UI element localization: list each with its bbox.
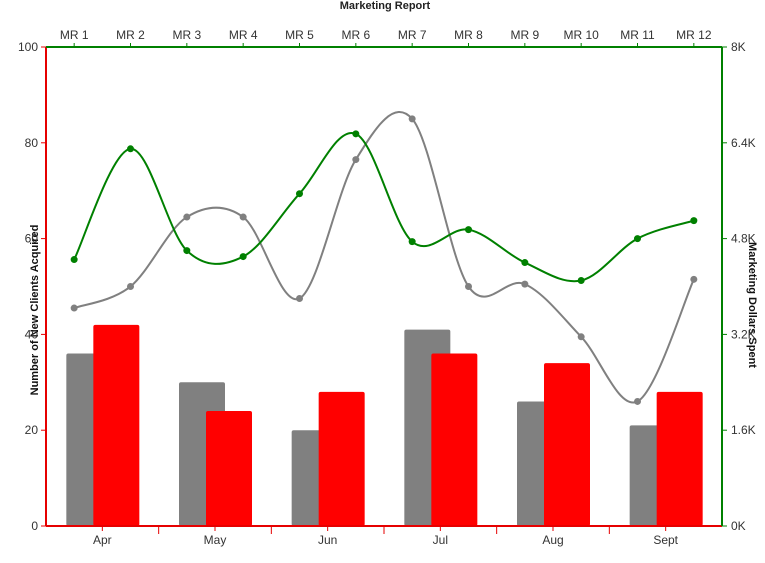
bar-2-apr — [93, 324, 140, 526]
line-1-point — [408, 115, 416, 123]
bars-layer — [66, 324, 703, 526]
x-tick-label-may: May — [204, 533, 227, 547]
top-tick-label: MR 9 — [510, 28, 539, 42]
line-series-1 — [73, 111, 695, 404]
top-tick-label: MR 1 — [60, 28, 89, 42]
line-1-point — [239, 213, 247, 221]
line-2-point — [70, 256, 78, 264]
right-tick-label: 6.4K — [731, 136, 756, 150]
top-tick-label: MR 3 — [172, 28, 201, 42]
bar-2-sept — [656, 391, 703, 526]
left-tick-label: 0 — [31, 519, 38, 533]
right-tick-label: 4.8K — [731, 232, 756, 246]
x-tick-label-sept: Sept — [653, 533, 678, 547]
x-tick-label-apr: Apr — [93, 533, 112, 547]
chart-title: Marketing Report — [340, 0, 431, 12]
line-1-point — [634, 397, 641, 405]
line-1-point — [521, 280, 529, 288]
right-tick-label: 8K — [731, 40, 746, 54]
bar-2-jun — [318, 391, 365, 526]
top-tick-label: MR 10 — [563, 28, 599, 42]
left-axis-title: Number of New Clients Acquired — [29, 225, 41, 396]
line-1-point — [690, 275, 698, 283]
right-axis-title: Marketing Dollars Spent — [746, 242, 758, 368]
left-tick-label: 60 — [25, 232, 39, 246]
left-tick-label: 100 — [18, 40, 38, 54]
right-tick-label: 0K — [731, 519, 746, 533]
line-2-point — [690, 217, 698, 225]
top-tick-label: MR 11 — [620, 28, 655, 42]
bar-2-may — [206, 411, 252, 526]
lines-layer — [70, 111, 698, 405]
line-2-point — [127, 145, 134, 153]
bar-2-jul — [431, 353, 478, 526]
line-2-point — [296, 190, 303, 198]
line-2-point — [352, 130, 360, 138]
top-tick-label: MR 2 — [116, 28, 145, 42]
line-1-point — [127, 283, 134, 290]
line-2-point — [239, 253, 247, 261]
line-1-point — [577, 333, 585, 341]
top-tick-label: MR 5 — [285, 28, 314, 42]
left-tick-label: 20 — [25, 423, 39, 437]
line-2-point — [577, 277, 585, 285]
top-tick-label: MR 8 — [454, 28, 483, 42]
line-series-2 — [73, 132, 695, 283]
line-2-point — [183, 247, 191, 255]
line-2-point — [465, 226, 472, 234]
x-tick-label-jul: Jul — [433, 533, 448, 547]
top-tick-label: MR 12 — [676, 28, 712, 42]
line-1-point — [465, 283, 472, 290]
left-tick-label: 40 — [25, 327, 39, 341]
x-tick-label-aug: Aug — [542, 533, 563, 547]
line-1-point — [296, 294, 303, 302]
line-2-point — [634, 235, 641, 243]
line-2-point — [521, 259, 529, 267]
x-tick-label-jun: Jun — [318, 533, 337, 547]
right-tick-label: 3.2K — [731, 327, 756, 341]
line-1-point — [352, 156, 360, 164]
right-tick-label: 1.6K — [731, 423, 756, 437]
line-1-point — [183, 213, 191, 221]
bar-2-aug — [544, 363, 590, 526]
line-1-point — [70, 304, 78, 312]
left-tick-label: 80 — [25, 136, 39, 150]
ticks-layer: Apr May Jun Jul Aug Sept MR 1 MR 2 MR 3 MR 4 MR 5 M… — [18, 28, 756, 547]
top-tick-label: MR 4 — [229, 28, 258, 42]
line-2-point — [408, 238, 416, 246]
top-tick-label: MR 7 — [398, 28, 427, 42]
top-tick-label: MR 6 — [341, 28, 370, 42]
